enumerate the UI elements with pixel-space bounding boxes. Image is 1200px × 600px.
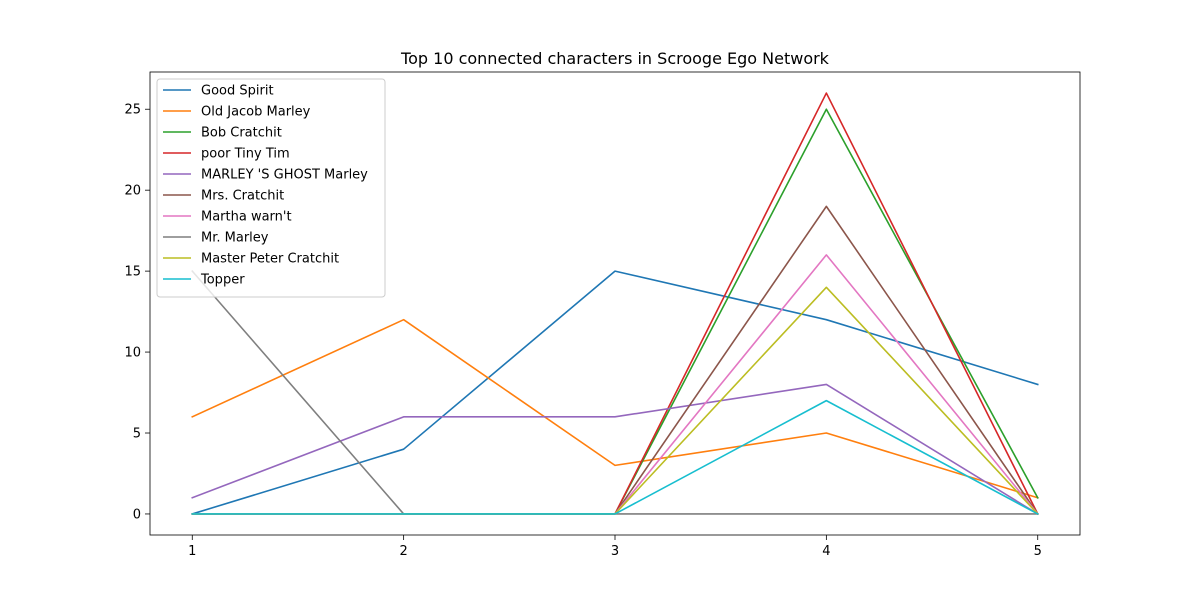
legend-item: Mrs. Cratchit bbox=[163, 189, 284, 204]
legend-item: Good Spirit bbox=[163, 84, 274, 99]
x-tick-label: 4 bbox=[822, 544, 830, 559]
series-line-8 bbox=[191, 269, 1039, 515]
series-line-10 bbox=[191, 399, 1039, 516]
y-tick-label: 15 bbox=[124, 265, 141, 280]
legend-item: Topper bbox=[163, 273, 245, 288]
legend-label: Old Jacob Marley bbox=[201, 105, 311, 120]
x-tick-label: 2 bbox=[399, 544, 407, 559]
legend-label: Bob Cratchit bbox=[201, 126, 282, 141]
legend-item: Bob Cratchit bbox=[163, 126, 282, 141]
legend-item: Old Jacob Marley bbox=[163, 105, 311, 120]
legend-label: Mr. Marley bbox=[201, 231, 269, 246]
legend-label: Good Spirit bbox=[201, 84, 274, 99]
y-tick-label: 20 bbox=[124, 184, 141, 199]
x-tick-label: 3 bbox=[611, 544, 619, 559]
legend-item: Martha warn't bbox=[163, 210, 292, 225]
legend-label: Topper bbox=[200, 273, 245, 288]
x-tick-label: 5 bbox=[1034, 544, 1042, 559]
series-line-2 bbox=[191, 318, 1039, 499]
y-axis: 0 5 10 15 20 25 bbox=[124, 103, 150, 522]
legend: Good Spirit Old Jacob Marley Bob Cratchit p… bbox=[156, 78, 386, 298]
legend-label: Mrs. Cratchit bbox=[201, 189, 284, 204]
x-tick-label: 1 bbox=[188, 544, 196, 559]
chart-title: Top 10 connected characters in Scrooge E… bbox=[400, 49, 830, 68]
legend-item: Master Peter Cratchit bbox=[163, 252, 339, 267]
legend-label: poor Tiny Tim bbox=[201, 147, 290, 162]
series-group bbox=[191, 92, 1039, 516]
series-line-5 bbox=[191, 383, 1039, 516]
legend-item: poor Tiny Tim bbox=[163, 147, 290, 162]
y-tick-label: 10 bbox=[124, 346, 141, 361]
x-axis: 1 2 3 4 5 bbox=[188, 535, 1042, 559]
y-tick-label: 0 bbox=[133, 507, 141, 522]
series-line-9 bbox=[191, 286, 1039, 516]
legend-label: Martha warn't bbox=[201, 210, 292, 225]
y-tick-label: 25 bbox=[124, 103, 141, 118]
legend-item: MARLEY 'S GHOST Marley bbox=[163, 168, 368, 183]
legend-box bbox=[156, 78, 386, 298]
legend-item: Mr. Marley bbox=[163, 231, 269, 246]
y-tick-label: 5 bbox=[133, 427, 141, 442]
legend-label: Master Peter Cratchit bbox=[201, 252, 339, 267]
legend-label: MARLEY 'S GHOST Marley bbox=[201, 168, 368, 183]
series-line-1 bbox=[191, 270, 1039, 515]
